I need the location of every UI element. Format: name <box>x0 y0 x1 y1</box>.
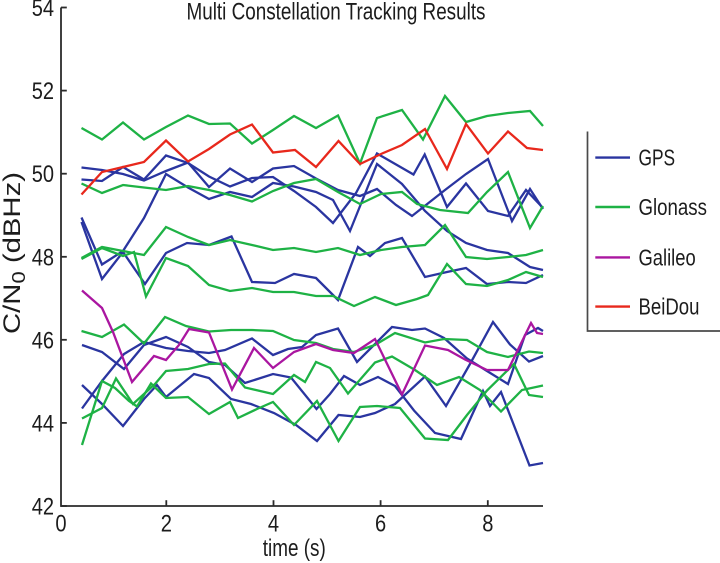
svg-text:54: 54 <box>32 0 54 22</box>
svg-text:0: 0 <box>55 511 66 538</box>
svg-text:44: 44 <box>32 410 54 437</box>
svg-text:4: 4 <box>268 511 279 538</box>
svg-text:6: 6 <box>375 511 386 538</box>
svg-text:time (s): time (s) <box>263 535 326 562</box>
svg-text:42: 42 <box>32 494 54 521</box>
svg-text:52: 52 <box>32 78 54 105</box>
svg-text:46: 46 <box>32 327 54 354</box>
svg-text:8: 8 <box>482 511 493 538</box>
svg-text:C/N0 (dBHz): C/N0 (dBHz) <box>0 172 29 334</box>
svg-text:48: 48 <box>32 244 54 271</box>
svg-text:Galileo: Galileo <box>639 244 696 270</box>
svg-text:2: 2 <box>161 511 172 538</box>
svg-text:BeiDou: BeiDou <box>639 294 700 320</box>
svg-text:GPS: GPS <box>639 145 676 171</box>
svg-text:Glonass: Glonass <box>639 194 707 220</box>
svg-text:Multi Constellation Tracking R: Multi Constellation Tracking Results <box>187 0 486 26</box>
svg-text:50: 50 <box>32 161 54 188</box>
